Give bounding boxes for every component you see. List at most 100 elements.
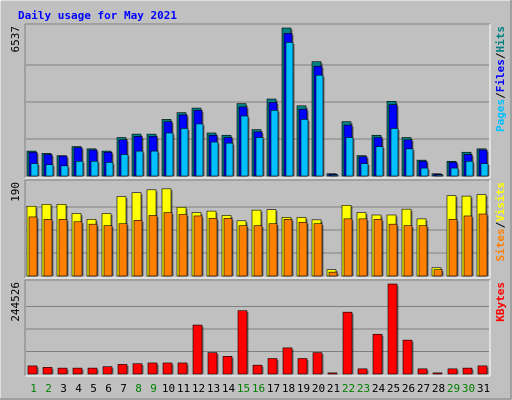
x-tick-label: 13 — [207, 382, 220, 395]
bar-kbytes-day-16 — [252, 364, 263, 375]
bar-pages-day-21 — [330, 174, 339, 177]
series-pages — [30, 42, 490, 177]
chart-title: Daily usage for May 2021 — [18, 9, 177, 22]
bar-kbytes-day-31 — [477, 365, 488, 375]
bar-kbytes-day-22 — [342, 311, 353, 375]
bar-pages-day-5 — [90, 160, 99, 177]
bar-kbytes-day-19 — [297, 358, 308, 375]
bar-sites-day-4 — [73, 221, 83, 277]
bar-sites-day-6 — [103, 225, 113, 277]
bar-sites-day-16 — [253, 225, 263, 277]
bar-sites-day-14 — [223, 218, 233, 277]
panel-legend: KBytes — [494, 282, 507, 322]
bar-sites-day-3 — [58, 219, 68, 277]
bar-sites-day-9 — [148, 215, 158, 277]
x-tick-label: 3 — [60, 382, 67, 395]
series-kbytes — [27, 283, 489, 375]
bar-pages-day-15 — [240, 115, 249, 177]
bar-pages-day-26 — [405, 148, 414, 177]
bar-kbytes-day-9 — [147, 362, 158, 375]
bar-pages-day-19 — [300, 119, 309, 177]
bar-kbytes-day-21 — [327, 372, 338, 375]
x-tick-label: 20 — [312, 382, 325, 395]
bar-sites-day-15 — [238, 225, 248, 277]
bar-pages-day-25 — [390, 128, 399, 177]
legend-hits: Hits — [494, 26, 507, 53]
bar-kbytes-day-27 — [417, 368, 428, 375]
x-tick-label: 4 — [75, 382, 82, 395]
bar-kbytes-day-24 — [372, 333, 383, 375]
legend-separator: / — [494, 221, 507, 228]
bar-pages-day-31 — [480, 163, 489, 177]
legend-visits: Visits — [494, 182, 507, 222]
bar-pages-day-16 — [255, 137, 264, 177]
bar-sites-day-2 — [43, 219, 53, 277]
x-tick-label: 5 — [90, 382, 97, 395]
bar-kbytes-day-3 — [57, 367, 68, 375]
x-tick-label: 11 — [177, 382, 190, 395]
bar-sites-day-22 — [343, 218, 353, 277]
bar-sites-day-31 — [478, 213, 488, 277]
bar-pages-day-11 — [180, 128, 189, 177]
bar-kbytes-day-18 — [282, 347, 293, 375]
x-tick-label: 17 — [267, 382, 280, 395]
bar-pages-day-3 — [60, 165, 69, 177]
y-max-label: 6537 — [9, 26, 22, 53]
bar-kbytes-day-29 — [447, 368, 458, 375]
legend-separator: / — [494, 52, 507, 59]
x-tick-label: 15 — [237, 382, 250, 395]
bar-kbytes-day-12 — [192, 324, 203, 375]
bar-sites-day-29 — [448, 219, 458, 277]
bar-sites-day-24 — [373, 219, 383, 277]
legend-pages: Pages — [494, 99, 507, 132]
bar-pages-day-24 — [375, 146, 384, 177]
x-tick-label: 18 — [282, 382, 295, 395]
bar-pages-day-8 — [135, 150, 144, 177]
x-tick-label: 24 — [372, 382, 386, 395]
bar-sites-day-26 — [403, 225, 413, 277]
legend-files: Files — [494, 59, 507, 92]
bar-pages-day-23 — [360, 163, 369, 177]
bar-sites-day-8 — [133, 220, 143, 277]
x-tick-label: 8 — [135, 382, 142, 395]
bar-kbytes-day-30 — [462, 367, 473, 375]
bar-pages-day-6 — [105, 162, 114, 177]
bar-kbytes-day-15 — [237, 310, 248, 375]
panel-visits: 190 Sites/Visits — [9, 179, 507, 279]
panel-legend: Pages/Files/Hits — [494, 26, 507, 132]
bar-kbytes-day-26 — [402, 339, 413, 375]
bar-kbytes-day-5 — [87, 367, 98, 375]
bar-sites-day-27 — [418, 225, 428, 277]
bar-pages-day-22 — [345, 137, 354, 177]
bar-sites-day-23 — [358, 218, 368, 277]
bar-kbytes-day-17 — [267, 358, 278, 375]
bar-sites-day-28 — [433, 269, 443, 277]
bar-sites-day-19 — [298, 221, 308, 277]
bar-sites-day-5 — [88, 223, 98, 277]
y-max-label: 244526 — [9, 282, 22, 322]
panel-kbytes: 244526 KBytes — [9, 279, 507, 377]
x-tick-label: 9 — [150, 382, 157, 395]
x-tick-label: 25 — [387, 382, 400, 395]
x-tick-label: 26 — [402, 382, 415, 395]
panel-legend: Sites/Visits — [494, 182, 507, 262]
x-tick-labels: 1 2 3 4 5 6 7 8 9 10 11 12 13 14 15 16 17 18 19 20 21 22 23 24 2… — [30, 382, 490, 395]
bar-pages-day-13 — [210, 141, 219, 177]
bar-kbytes-day-13 — [207, 352, 218, 375]
bar-pages-day-4 — [75, 160, 84, 177]
bar-sites-day-13 — [208, 218, 218, 277]
x-tick-label: 10 — [162, 382, 175, 395]
bar-kbytes-day-7 — [117, 364, 128, 375]
bar-sites-day-21 — [328, 271, 338, 277]
bar-sites-day-30 — [463, 215, 473, 277]
bar-pages-day-10 — [165, 132, 174, 177]
x-tick-label: 29 — [447, 382, 460, 395]
bar-sites-day-20 — [313, 223, 323, 277]
bar-kbytes-day-10 — [162, 362, 173, 375]
x-tick-label: 6 — [105, 382, 112, 395]
bar-kbytes-day-11 — [177, 362, 188, 375]
legend-separator: / — [494, 92, 507, 99]
bar-kbytes-day-14 — [222, 356, 233, 375]
